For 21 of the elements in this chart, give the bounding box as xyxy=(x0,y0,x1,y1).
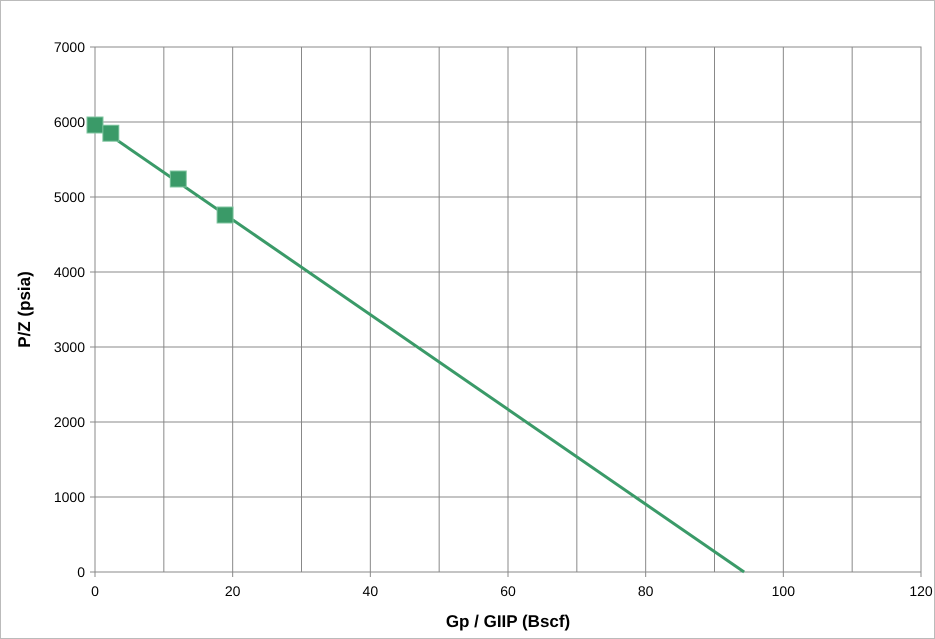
y-axis-title: P/Z (psia) xyxy=(15,271,34,348)
y-tick-label: 1000 xyxy=(54,489,86,505)
x-tick-label: 0 xyxy=(91,583,100,599)
x-tick-label: 40 xyxy=(362,583,378,599)
y-tick-label: 6000 xyxy=(54,114,86,130)
y-tick-label: 2000 xyxy=(54,414,86,430)
x-axis-title: Gp / GIIP (Bscf) xyxy=(446,612,570,631)
x-tick-label: 100 xyxy=(772,583,796,599)
y-tick-label: 4000 xyxy=(54,264,86,280)
y-tick-label: 0 xyxy=(77,564,86,580)
y-tick-label: 7000 xyxy=(54,39,86,55)
y-tick-label: 5000 xyxy=(54,189,86,205)
point xyxy=(216,206,234,224)
point xyxy=(170,170,187,188)
x-tick-label: 60 xyxy=(500,583,516,599)
x-tick-label: 120 xyxy=(909,583,933,599)
x-tick-label: 80 xyxy=(638,583,654,599)
point xyxy=(102,124,120,142)
x-tick-label: 20 xyxy=(224,583,241,599)
point xyxy=(86,116,104,134)
y-tick-label: 3000 xyxy=(54,339,86,355)
